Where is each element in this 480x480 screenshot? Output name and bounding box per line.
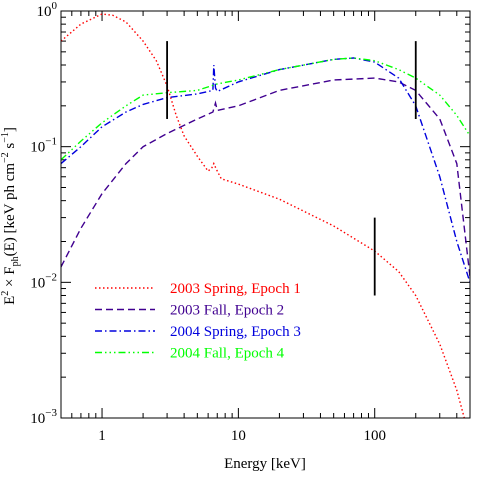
x-tick-label: 1 [98, 428, 106, 444]
y-tick-label: 10−3 [30, 407, 57, 427]
y-tick-labels: 10−3 10−2 10−1 100 [30, 0, 57, 427]
x-tick-labels: 1 10 100 [98, 428, 386, 444]
series-line-4 [61, 57, 470, 161]
y-tick-label: 10−2 [30, 271, 57, 291]
x-tick-label: 100 [363, 428, 386, 444]
minor-ticks [60, 11, 471, 418]
y-tick-label: 100 [37, 0, 58, 20]
legend-label: 2004 Spring, Epoch 3 [170, 324, 301, 340]
legend-label: 2003 Fall, Epoch 2 [170, 303, 284, 319]
x-axis-title: Energy [keV] [224, 456, 306, 472]
legend-label: 2004 Fall, Epoch 4 [170, 346, 285, 362]
series-line-3 [61, 57, 470, 283]
x-tick-label: 10 [231, 428, 246, 444]
plot-frame [60, 10, 471, 419]
series-line-1 [61, 13, 466, 418]
legend-label: 2003 Spring, Epoch 1 [170, 281, 301, 297]
marker-layer [166, 41, 417, 296]
legend: 2003 Spring, Epoch 1 2003 Fall, Epoch 2 20… [95, 281, 301, 362]
y-tick-label: 10−1 [30, 136, 57, 156]
y-axis-title: E2 × Fph(E) [keV ph cm−2 s−1] [0, 127, 21, 305]
